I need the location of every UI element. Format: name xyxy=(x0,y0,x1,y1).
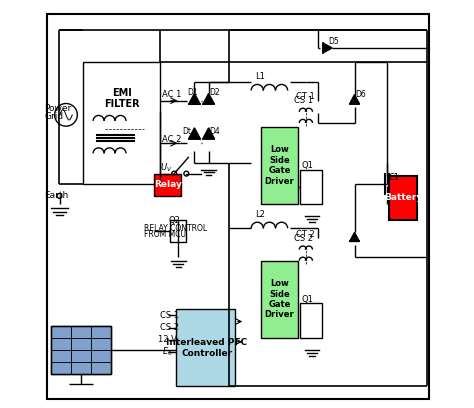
Bar xyxy=(389,175,417,220)
Bar xyxy=(261,127,298,204)
Text: Low
Side
Gate
Driver: Low Side Gate Driver xyxy=(264,279,294,319)
Polygon shape xyxy=(350,233,359,242)
Text: Relay: Relay xyxy=(154,180,182,189)
Text: Interleaved PFC
Controller: Interleaved PFC Controller xyxy=(166,338,247,357)
Polygon shape xyxy=(203,128,214,139)
Text: D4: D4 xyxy=(210,126,220,135)
Text: Dt: Dt xyxy=(182,126,191,135)
Bar xyxy=(300,170,322,204)
Text: Earth: Earth xyxy=(45,191,69,200)
Text: D6: D6 xyxy=(356,90,366,99)
Bar xyxy=(83,62,160,184)
Text: AC 1: AC 1 xyxy=(162,90,182,99)
Bar xyxy=(51,326,111,374)
Polygon shape xyxy=(323,43,332,53)
Text: AC 2: AC 2 xyxy=(162,135,182,144)
Polygon shape xyxy=(189,128,201,139)
Text: Q1: Q1 xyxy=(301,295,313,304)
Text: Grid: Grid xyxy=(45,112,64,121)
Bar xyxy=(300,303,322,338)
Text: CS 1: CS 1 xyxy=(294,96,313,105)
Text: C1: C1 xyxy=(389,173,400,182)
Text: Power: Power xyxy=(45,104,72,113)
Text: $E_0$: $E_0$ xyxy=(162,346,173,358)
Text: EMI
FILTER: EMI FILTER xyxy=(104,88,139,109)
Text: Battery: Battery xyxy=(384,193,422,202)
Bar xyxy=(170,220,186,242)
Bar xyxy=(176,309,235,386)
Text: Q1: Q1 xyxy=(301,161,313,170)
Text: CS 1: CS 1 xyxy=(160,311,179,320)
Bar xyxy=(51,326,111,374)
Text: 12 V: 12 V xyxy=(158,335,177,344)
Text: D2: D2 xyxy=(210,88,220,97)
Text: L2: L2 xyxy=(255,210,265,219)
Text: L1: L1 xyxy=(255,72,265,81)
Text: CT 1: CT 1 xyxy=(296,92,315,101)
Text: Q2: Q2 xyxy=(168,216,180,225)
Text: D1: D1 xyxy=(188,88,198,97)
Bar xyxy=(154,174,182,196)
Text: $U_V$: $U_V$ xyxy=(160,161,173,174)
Text: Low
Side
Gate
Driver: Low Side Gate Driver xyxy=(264,145,294,186)
Polygon shape xyxy=(350,95,359,104)
Polygon shape xyxy=(189,93,201,104)
Bar xyxy=(261,261,298,338)
Text: CS 2: CS 2 xyxy=(160,323,179,332)
Text: RELAY CONTROL: RELAY CONTROL xyxy=(144,224,207,233)
Text: CT 2: CT 2 xyxy=(296,230,315,239)
Polygon shape xyxy=(203,93,214,104)
Text: D5: D5 xyxy=(328,38,339,47)
Bar xyxy=(51,326,111,374)
Text: FROM MCU: FROM MCU xyxy=(144,230,186,239)
Text: CS 2: CS 2 xyxy=(294,234,313,243)
